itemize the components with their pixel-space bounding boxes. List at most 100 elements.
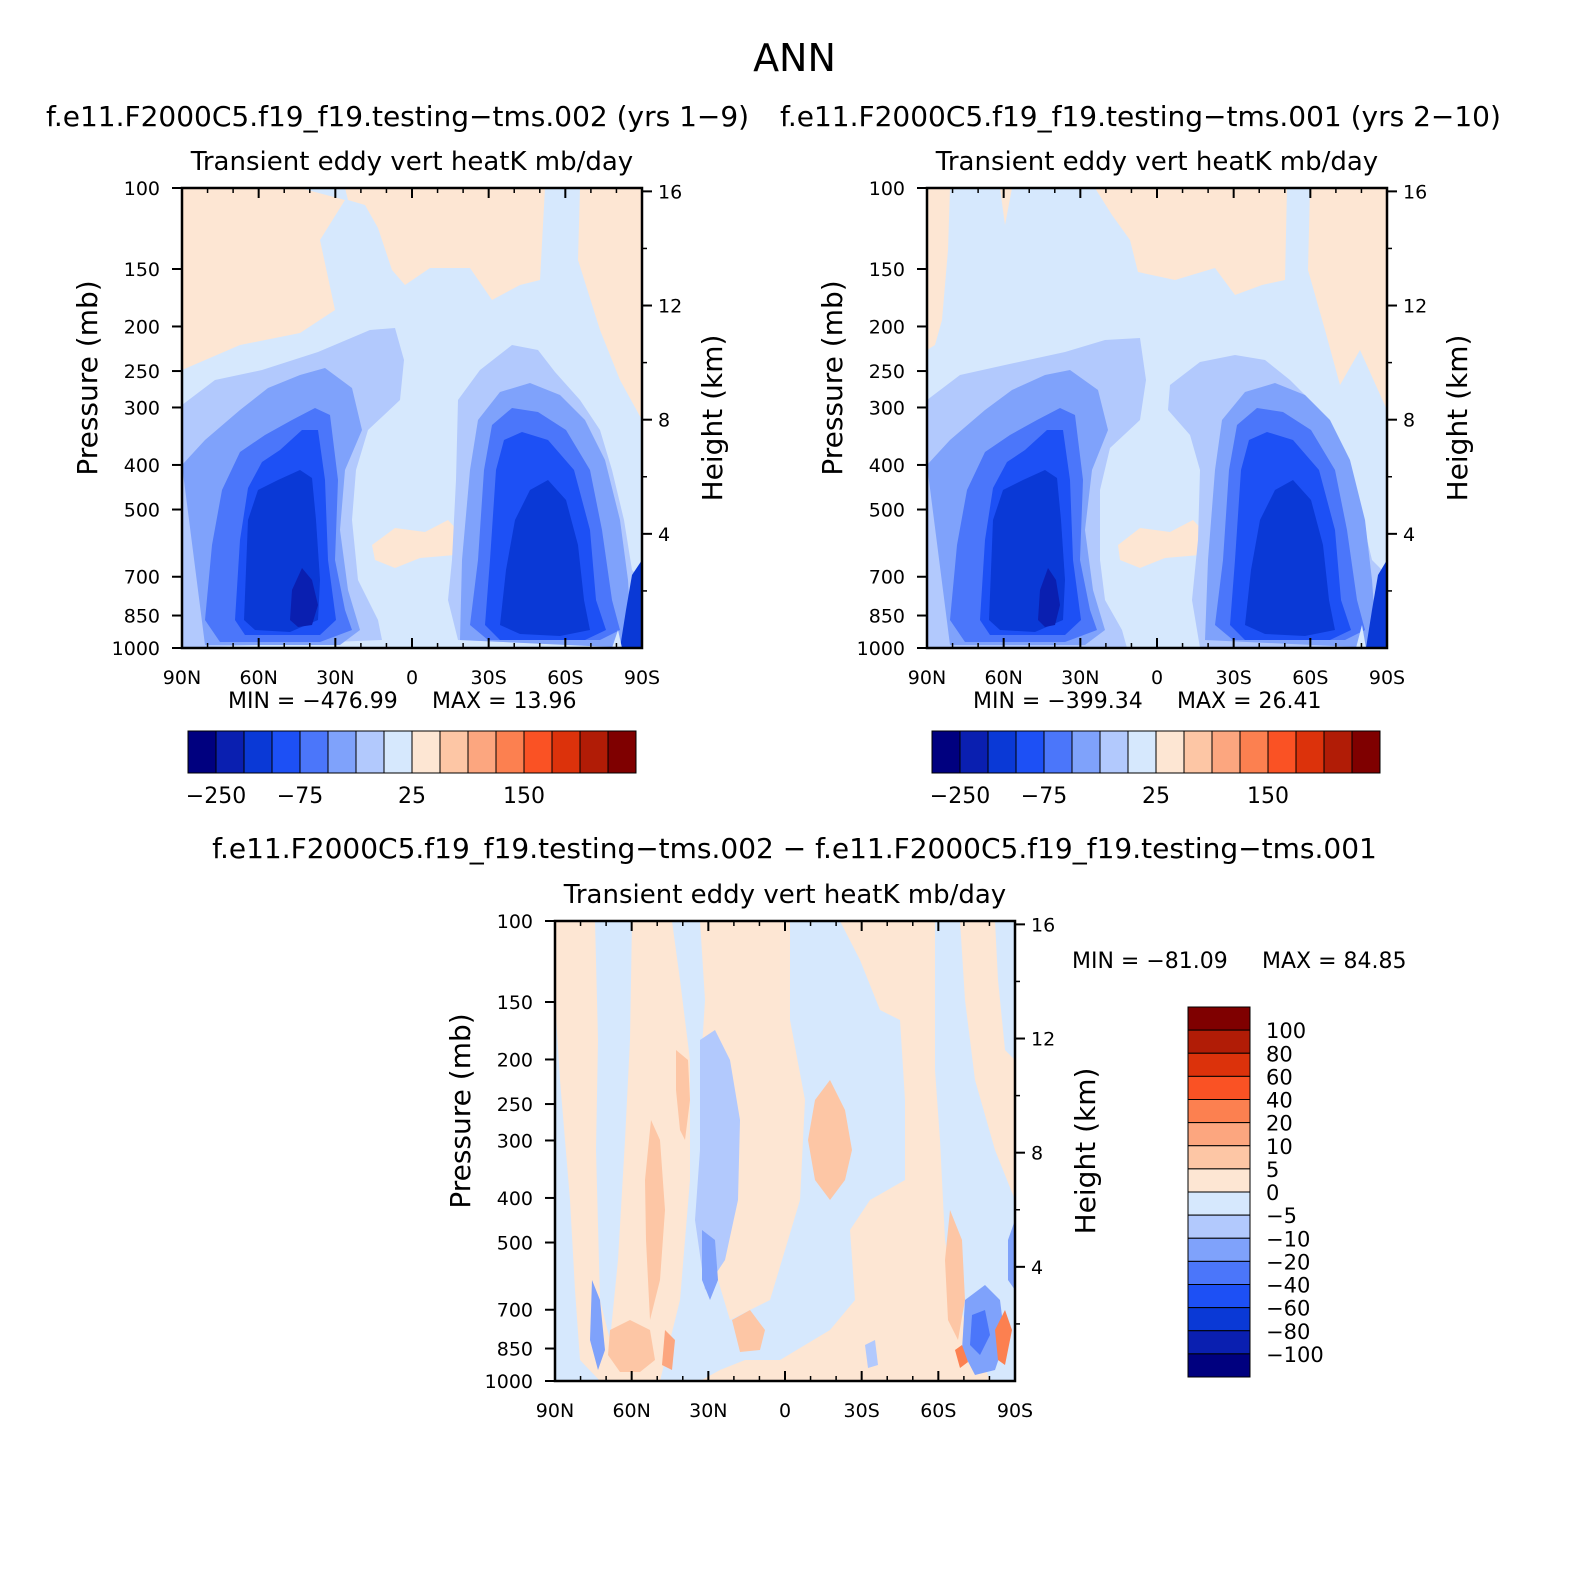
x-tick-label: 90S <box>624 667 660 689</box>
colorbar-label: −10 <box>1266 1227 1310 1251</box>
x-tick-label: 30S <box>1216 667 1252 689</box>
colorbar-swatch <box>1071 730 1101 774</box>
figure-title: ANN <box>753 36 836 80</box>
colorbar-label: −80 <box>1266 1320 1310 1344</box>
colorbar-swatch <box>1187 1237 1251 1262</box>
colorbar-label: −75 <box>1021 784 1067 809</box>
plot-subtitle: Transient eddy vert heatK mb/day <box>563 880 1006 910</box>
colorbar-swatch <box>299 730 329 774</box>
colorbar-swatch <box>439 730 469 774</box>
colorbar-label: −20 <box>1266 1250 1310 1274</box>
x-tick-label: 60S <box>547 667 583 689</box>
colorbar-label: −75 <box>277 784 323 809</box>
y-tick-label: 1000 <box>112 638 160 660</box>
x-tick-label: 90N <box>163 667 201 689</box>
y2-tick-label: 12 <box>658 296 682 318</box>
y2-tick-label: 16 <box>1403 181 1427 203</box>
colorbar-swatch <box>1187 1122 1251 1147</box>
y2-axis-label: Height (km) <box>1069 1068 1102 1235</box>
y2-tick-label: 8 <box>1031 1143 1043 1165</box>
colorbar-swatch <box>1187 1191 1251 1216</box>
colorbar-swatch <box>411 730 441 774</box>
colorbar-swatch <box>1239 730 1269 774</box>
y-tick-label: 500 <box>124 500 160 522</box>
y2-tick-label: 16 <box>658 181 682 203</box>
y-tick-label: 400 <box>497 1188 533 1210</box>
colorbar-label: 25 <box>398 784 426 809</box>
y-tick-label: 150 <box>497 992 533 1014</box>
colorbar-swatch <box>931 730 961 774</box>
colorbar-swatch <box>383 730 413 774</box>
colorbar-swatch <box>1187 1006 1251 1031</box>
x-tick-label: 90S <box>997 1400 1033 1422</box>
y2-axis-label: Height (km) <box>696 335 729 502</box>
colorbar-swatch <box>1127 730 1157 774</box>
colorbar-swatch <box>1351 730 1381 774</box>
test-contours <box>182 188 642 648</box>
x-tick-label: 60N <box>239 667 277 689</box>
min-label: MIN = −81.09 <box>1072 949 1228 974</box>
y-axis-label: Pressure (mb) <box>444 1013 477 1208</box>
y2-tick-label: 8 <box>658 410 670 432</box>
control-contours <box>927 188 1387 648</box>
min-label: MIN = −476.99 <box>228 689 398 714</box>
y-tick-label: 1000 <box>857 638 905 660</box>
colorbar-swatch <box>1187 1145 1251 1170</box>
x-tick-label: 60S <box>1292 667 1328 689</box>
plot-subtitle: Transient eddy vert heatK mb/day <box>190 147 633 177</box>
max-label: MAX = 13.96 <box>432 689 577 714</box>
y-tick-label: 100 <box>497 911 533 933</box>
y-tick-label: 200 <box>869 316 905 338</box>
y-axis-label: Pressure (mb) <box>816 280 849 475</box>
y-tick-label: 250 <box>124 361 160 383</box>
colorbar-swatch <box>1015 730 1045 774</box>
x-tick-label: 0 <box>779 1400 791 1422</box>
colorbar-label: −250 <box>186 784 246 809</box>
x-tick-label: 30N <box>689 1400 727 1422</box>
colorbar-swatch <box>1187 1260 1251 1285</box>
y2-tick-label: 4 <box>1403 524 1415 546</box>
y-tick-label: 850 <box>124 606 160 628</box>
y-tick-label: 150 <box>124 259 160 281</box>
colorbar-swatch <box>271 730 301 774</box>
y-tick-label: 850 <box>869 606 905 628</box>
control-panel: Transient eddy vert heatK mb/day 90N 60N 30… <box>816 147 1474 714</box>
colorbar-swatch <box>1187 1330 1251 1355</box>
colorbar-swatch <box>959 730 989 774</box>
colorbar-label: 60 <box>1266 1065 1293 1089</box>
y-tick-label: 200 <box>124 316 160 338</box>
colorbar-label: 5 <box>1266 1158 1279 1182</box>
colorbar-swatch <box>523 730 553 774</box>
colorbar-swatch <box>1187 1353 1251 1378</box>
y-tick-label: 300 <box>124 397 160 419</box>
x-tick-label: 60S <box>920 1400 956 1422</box>
y-tick-label: 150 <box>869 259 905 281</box>
y-tick-label: 850 <box>497 1339 533 1361</box>
colorbar-swatch <box>1099 730 1129 774</box>
max-label: MAX = 84.85 <box>1262 949 1407 974</box>
y-tick-label: 500 <box>869 500 905 522</box>
colorbar-label: −60 <box>1266 1297 1310 1321</box>
colorbar-swatch <box>1187 1168 1251 1193</box>
colorbar-swatch <box>1187 1029 1251 1054</box>
colorbar-swatch <box>987 730 1017 774</box>
x-tick-label: 90N <box>908 667 946 689</box>
y-tick-label: 100 <box>124 178 160 200</box>
colorbar-swatch <box>1187 1075 1251 1100</box>
colorbar-swatch <box>1211 730 1241 774</box>
control-colorbar: −250 −75 25 150 <box>930 730 1381 809</box>
colorbar-label: 80 <box>1266 1042 1293 1066</box>
colorbar-label: −250 <box>930 784 990 809</box>
colorbar-swatch <box>1187 1099 1251 1124</box>
x-tick-label: 0 <box>1151 667 1163 689</box>
difference-contours <box>555 921 1015 1381</box>
test-case-title: f.e11.F2000C5.f19_f19.testing−tms.002 (y… <box>46 100 750 133</box>
colorbar-swatch <box>1323 730 1353 774</box>
y2-tick-label: 12 <box>1031 1029 1055 1051</box>
y2-tick-label: 12 <box>1403 296 1427 318</box>
min-label: MIN = −399.34 <box>973 689 1143 714</box>
colorbar-swatch <box>579 730 609 774</box>
x-tick-label: 90N <box>536 1400 574 1422</box>
